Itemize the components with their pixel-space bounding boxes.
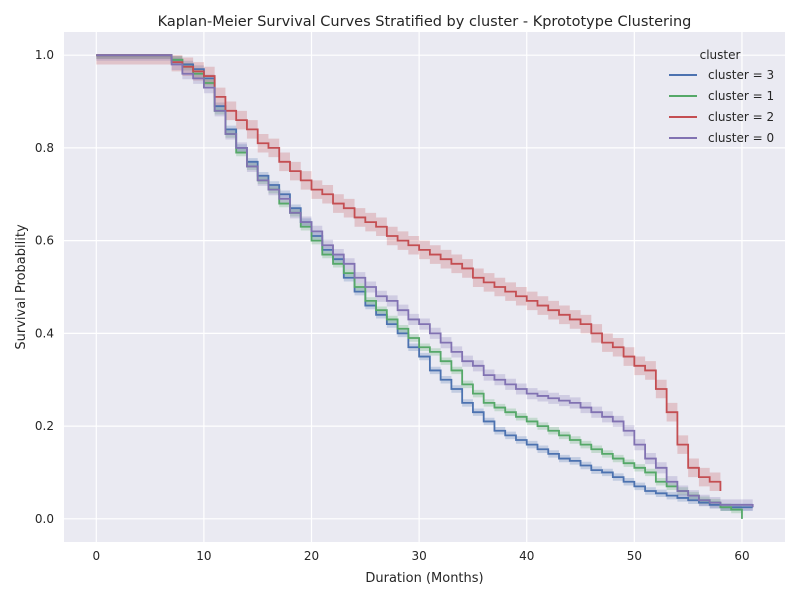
x-axis-ticks: 0 10 20 30 40 50 60 — [92, 549, 749, 563]
legend-label: cluster = 1 — [708, 89, 774, 103]
legend-label: cluster = 2 — [708, 110, 774, 124]
y-tick-label: 0.6 — [35, 234, 54, 248]
x-tick-label: 0 — [92, 549, 100, 563]
grid-lines — [64, 32, 785, 542]
x-tick-label: 10 — [196, 549, 211, 563]
legend-title: cluster — [700, 48, 741, 62]
x-tick-label: 60 — [734, 549, 749, 563]
y-tick-label: 1.0 — [35, 48, 54, 62]
plot-area — [64, 32, 785, 542]
x-tick-label: 20 — [304, 549, 319, 563]
legend-label: cluster = 3 — [708, 68, 774, 82]
y-axis-ticks: 0.0 0.2 0.4 0.6 0.8 1.0 — [35, 48, 54, 526]
legend: cluster cluster = 3 cluster = 1 cluster = … — [669, 48, 774, 145]
survival-line-2 — [96, 54, 722, 491]
survival-curves — [96, 54, 754, 519]
y-axis-label: Survival Probability — [14, 224, 29, 350]
legend-label: cluster = 0 — [708, 131, 774, 145]
x-tick-label: 40 — [519, 549, 534, 563]
x-axis-label: Duration (Months) — [365, 571, 483, 586]
y-tick-label: 0.0 — [35, 512, 54, 526]
x-tick-label: 30 — [411, 549, 426, 563]
survival-line-3 — [96, 54, 754, 508]
y-tick-label: 0.2 — [35, 419, 54, 433]
y-tick-label: 0.4 — [35, 326, 54, 340]
chart-title: Kaplan-Meier Survival Curves Stratified … — [158, 14, 692, 30]
x-tick-label: 50 — [627, 549, 642, 563]
y-tick-label: 0.8 — [35, 141, 54, 155]
